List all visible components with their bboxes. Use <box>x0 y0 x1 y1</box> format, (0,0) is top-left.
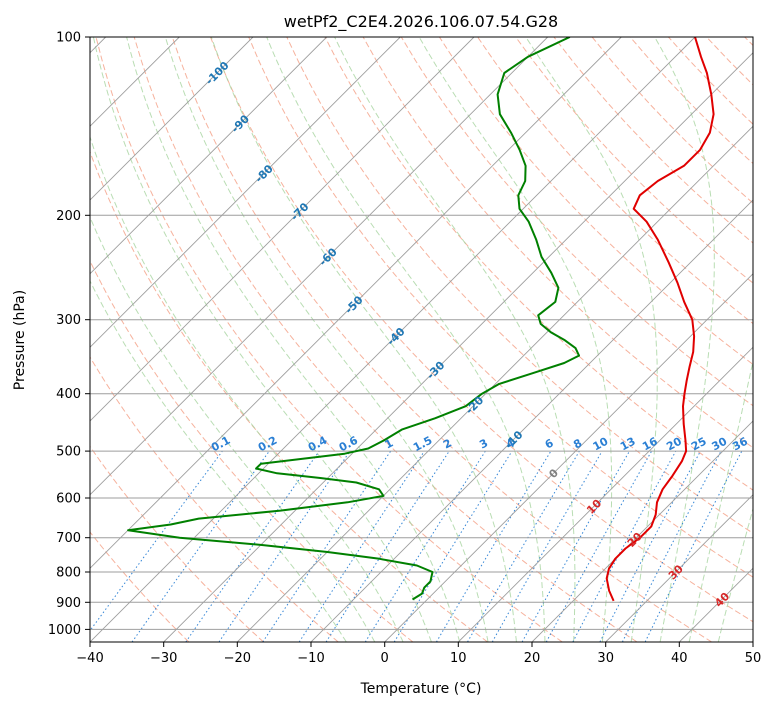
moist-adiabat <box>654 37 715 642</box>
isotherm-gridline <box>90 37 696 642</box>
isotherm-gridline <box>90 37 328 275</box>
moist-adiabat <box>164 37 489 642</box>
isotherm-gridline <box>531 420 753 642</box>
mixing-ratio-label: 30 <box>710 435 730 454</box>
moist-adiabat <box>210 37 517 642</box>
dry-adiabat <box>90 445 264 642</box>
y-tick-label: 900 <box>56 596 81 611</box>
mixing-ratio-line <box>644 450 743 642</box>
moist-adiabat <box>334 37 576 642</box>
chart-title: wetPf2_C2E4.2026.106.07.54.G28 <box>284 12 558 32</box>
y-axis-label: Pressure (hPa) <box>12 290 28 390</box>
x-axis-label: Temperature (°C) <box>360 681 482 697</box>
x-tick-label: 10 <box>450 651 467 666</box>
isotherm-gridline <box>384 273 753 642</box>
y-tick-label: 800 <box>56 566 81 581</box>
y-tick-label: 600 <box>56 492 81 507</box>
x-tick-label: −10 <box>297 651 324 666</box>
isotherm-gridline <box>90 37 622 569</box>
dry-adiabat <box>90 531 190 642</box>
temperature-profile-line <box>605 37 715 602</box>
mixing-ratio-line <box>521 450 630 642</box>
mixing-ratio-label: 13 <box>618 435 638 454</box>
moist-adiabat <box>126 37 461 642</box>
mixing-ratio-line <box>545 450 653 642</box>
isotherm-gridline <box>310 199 753 642</box>
background-lines <box>90 37 753 642</box>
isotherm-gridline <box>457 346 753 642</box>
mixing-ratio-line <box>131 450 270 642</box>
y-tick-label: 400 <box>56 387 81 402</box>
mixing-ratio-line <box>298 450 425 642</box>
y-axis: 100 200 300 400 500 600 700 800 900 1000 <box>48 31 90 638</box>
moist-adiabat <box>92 37 432 642</box>
moist-adiabat <box>418 37 613 642</box>
x-tick-label: −40 <box>76 651 103 666</box>
x-tick-label: −30 <box>150 651 177 666</box>
isotherm-gridline <box>236 125 753 642</box>
mixing-ratio-line <box>325 450 450 642</box>
x-tick-label: 30 <box>597 651 614 666</box>
moist-adiabat <box>90 135 404 642</box>
isotherm-gridline <box>90 37 549 496</box>
moist-adiabat <box>525 37 658 642</box>
mixing-ratio-line <box>185 450 320 642</box>
x-tick-label: 50 <box>745 651 762 666</box>
x-tick-label: 0 <box>381 651 389 666</box>
y-tick-label: 200 <box>56 209 81 224</box>
x-tick-label: 40 <box>671 651 688 666</box>
mixing-ratio-line <box>218 450 351 642</box>
mixing-ratio-label: 20 <box>664 435 684 454</box>
y-tick-label: 1000 <box>48 623 81 638</box>
mixing-ratio-line <box>90 450 223 632</box>
dry-adiabat <box>171 37 712 642</box>
isotherm-gridline <box>90 37 475 422</box>
moist-adiabat <box>688 358 753 642</box>
isotherm-gridline <box>163 52 753 642</box>
moist-adiabat <box>90 215 376 642</box>
grid <box>90 37 753 642</box>
isotherm-gridline <box>90 37 401 348</box>
series-layer <box>127 37 715 602</box>
dry-adiabat <box>90 150 488 642</box>
y-tick-label: 700 <box>56 531 81 546</box>
dry-adiabat <box>90 356 339 642</box>
dry-adiabat <box>400 37 753 407</box>
mixing-ratio-line <box>262 450 392 642</box>
y-tick-label: 500 <box>56 445 81 460</box>
x-tick-label: 20 <box>524 651 541 666</box>
y-tick-label: 300 <box>56 313 81 328</box>
mixing-ratio-label: 16 <box>640 435 660 454</box>
mixing-ratio-line <box>572 450 677 642</box>
isotherm-gridline <box>90 37 254 201</box>
moist-adiabat <box>266 37 546 642</box>
mixing-ratio-label: 36 <box>730 435 750 454</box>
mixing-ratio-line <box>393 450 513 642</box>
dewpoint-profile-line <box>127 37 580 601</box>
x-axis: −40 −30 −20 −10 0 10 20 30 40 50 <box>76 642 761 666</box>
mixing-ratio-label: 10 <box>591 435 611 454</box>
mixing-ratio-label: 25 <box>689 435 709 454</box>
dry-adiabat <box>515 37 753 284</box>
dry-adiabat <box>438 37 753 366</box>
dry-adiabat <box>210 37 753 623</box>
isotherm-gridline <box>605 494 753 642</box>
plot-frame <box>89 36 754 643</box>
x-tick-label: −20 <box>224 651 251 666</box>
y-tick-label: 100 <box>56 31 81 46</box>
dry-adiabat <box>248 37 753 578</box>
